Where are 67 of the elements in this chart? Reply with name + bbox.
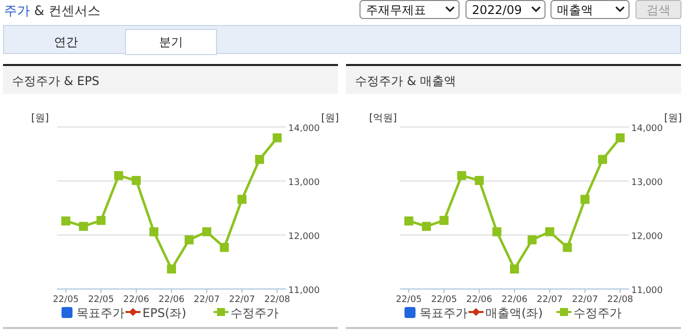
- point: [474, 176, 484, 185]
- y-axis-title: [억원]: [369, 113, 397, 124]
- point: [78, 222, 88, 231]
- x-tick-label: 22/06: [123, 295, 150, 305]
- x-tick-label: 22/05: [52, 295, 79, 305]
- point: [167, 264, 176, 274]
- y2-tick-label: 11,000: [288, 286, 320, 296]
- point: [202, 227, 212, 236]
- text: 연간: [54, 35, 78, 49]
- point: [114, 171, 124, 180]
- x-tick-label: 22/05: [396, 295, 422, 305]
- legend-label: 매출액(좌): [486, 306, 543, 320]
- y2-tick-label: 14,000: [288, 124, 320, 134]
- y2-tick-label: 11,000: [631, 286, 664, 296]
- text: 2022/09: [472, 3, 522, 17]
- point: [545, 227, 554, 236]
- x-tick-label: 22/05: [88, 295, 114, 305]
- y2-tick-label: 13,000: [288, 178, 320, 188]
- x-tick-label: 22/07: [194, 295, 220, 305]
- x-tick-label: 22/08: [607, 295, 634, 305]
- point: [404, 216, 414, 226]
- text: 매출액: [557, 3, 593, 17]
- x-tick-label: 22/08: [264, 295, 290, 305]
- point: [149, 227, 158, 236]
- x-tick-label: 22/07: [572, 295, 598, 305]
- point: [510, 264, 519, 274]
- point: [598, 154, 608, 164]
- point: [457, 171, 466, 180]
- chart-title: 수정주가 & EPS: [12, 74, 100, 88]
- chart-title: 수정주가 & 매출액: [355, 74, 456, 88]
- point: [562, 242, 572, 252]
- y2-tick-label: 12,000: [631, 232, 664, 242]
- x-tick-label: 22/06: [158, 295, 185, 305]
- point: [616, 133, 625, 142]
- y2-tick-label: 12,000: [288, 232, 320, 242]
- point: [422, 222, 431, 231]
- y2-axis-title: [원]: [664, 113, 682, 124]
- y2-tick-label: 14,000: [631, 124, 664, 134]
- x-tick-label: 22/05: [431, 295, 458, 305]
- x-tick-label: 22/06: [466, 295, 493, 305]
- point: [440, 216, 449, 225]
- point: [96, 216, 106, 225]
- point: [528, 235, 537, 244]
- text: 분기: [159, 35, 183, 49]
- legend-label: 수정주가: [230, 306, 278, 320]
- y2-tick-label: 13,000: [631, 178, 664, 188]
- point: [580, 194, 590, 204]
- point: [237, 194, 246, 204]
- y-axis-title: [원]: [31, 113, 49, 124]
- x-tick-label: 22/07: [228, 295, 255, 305]
- point: [272, 133, 282, 142]
- text: 검색: [646, 3, 670, 17]
- legend-label: EPS(좌): [142, 306, 186, 320]
- text: 주재무제표: [366, 3, 426, 17]
- legend-label: 목표주가: [420, 306, 468, 320]
- x-tick-label: 22/06: [502, 295, 528, 305]
- point: [184, 235, 194, 244]
- point: [492, 227, 502, 236]
- point: [220, 242, 229, 252]
- legend-label: 목표주가: [76, 306, 124, 320]
- point: [61, 216, 70, 226]
- legend-label: 수정주가: [574, 306, 622, 320]
- y2-axis-title: [원]: [321, 113, 339, 124]
- text: 주가 & 컨센서스: [4, 4, 100, 19]
- point: [132, 176, 141, 185]
- x-tick-label: 22/07: [536, 295, 563, 305]
- point: [255, 154, 264, 164]
